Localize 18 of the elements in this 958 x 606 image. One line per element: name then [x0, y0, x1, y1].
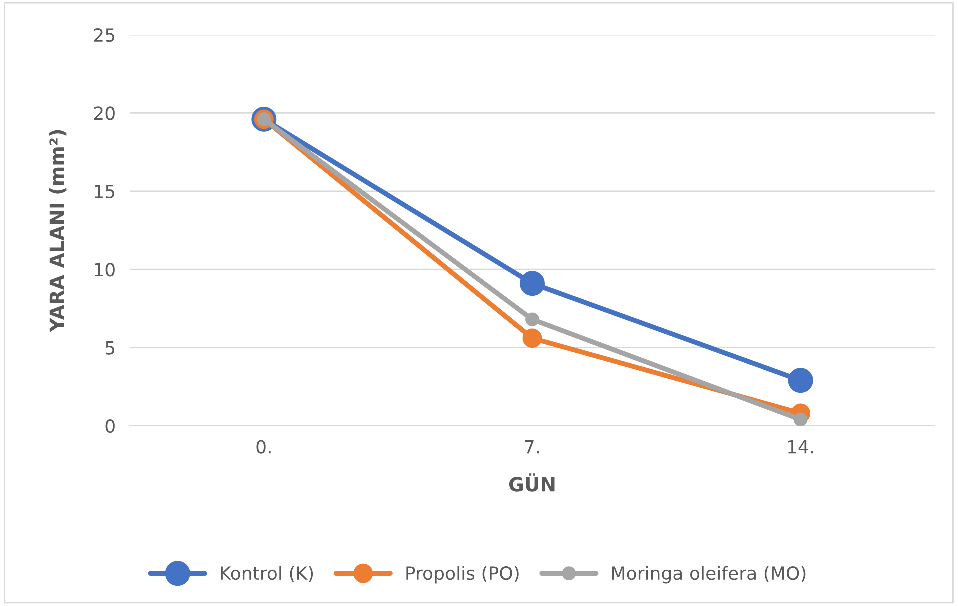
- y-tick-label: 25: [94, 28, 115, 42]
- y-tick-label: 5: [106, 341, 115, 355]
- point: [526, 312, 540, 327]
- y-tick-label: 20: [94, 106, 115, 120]
- y-axis-title: YARA ALANI (mm²): [49, 130, 67, 332]
- y-tick-label: 15: [95, 185, 115, 199]
- x-tick-label: 7.: [525, 440, 540, 454]
- x-axis-title: GÜN: [509, 474, 555, 492]
- point: [522, 328, 542, 348]
- legend-label: Kontrol (K): [221, 566, 314, 582]
- point: [788, 368, 814, 394]
- legend-label: Propolis (PO): [406, 566, 519, 584]
- legend-label: Moringa oleifera (MO): [612, 566, 806, 584]
- y-tick-label: 10: [95, 263, 115, 277]
- point: [520, 271, 545, 296]
- x-tick-label: 14.: [788, 440, 814, 454]
- y-tick-label: 0: [106, 419, 115, 434]
- x-tick-label: 0.: [256, 440, 271, 454]
